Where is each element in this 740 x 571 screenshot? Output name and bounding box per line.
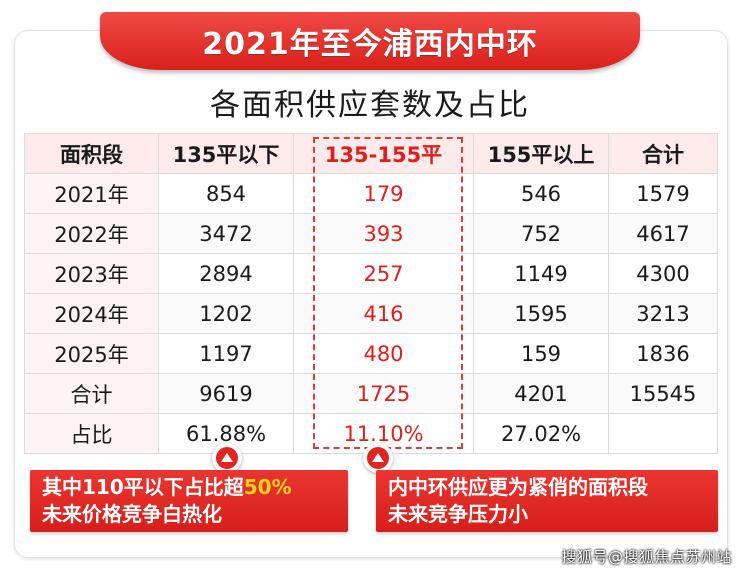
up-arrow-icon [212, 443, 242, 473]
callout-right: 内中环供应更为紧俏的面积段 未来竞争压力小 [376, 470, 718, 532]
callout-left-highlight: 50% [243, 475, 292, 499]
table-cell: 159 [473, 333, 609, 374]
table-cell-highlight: 393 [293, 213, 474, 254]
page-subtitle: 各面积供应套数及占比 [210, 88, 530, 123]
table-cell: 1579 [608, 173, 718, 214]
table-cell-highlight: 480 [293, 333, 474, 374]
table-cell: 1197 [158, 333, 294, 374]
row-label-cell: 占比 [24, 413, 159, 454]
table-cell: 27.02% [473, 413, 609, 454]
table-cell: 4201 [473, 373, 609, 414]
table-row: 2021年 854 179 546 1579 [24, 173, 718, 214]
callout-right-line2: 未来竞争压力小 [388, 502, 528, 526]
table-row: 2024年 1202 416 1595 3213 [24, 293, 718, 334]
header-cell-highlight: 135-155平 [293, 133, 474, 174]
table-cell-highlight: 179 [293, 173, 474, 214]
header-cell: 155平以上 [473, 133, 609, 174]
table-cell: 1149 [473, 253, 609, 294]
table-cell: 752 [473, 213, 609, 254]
table-cell: 4300 [608, 253, 718, 294]
callout-left-text: 其中110平以下占比超 [42, 475, 244, 499]
callout-right-line1: 内中环供应更为紧俏的面积段 [388, 475, 648, 499]
table-cell: 15545 [608, 373, 718, 414]
row-label-cell: 2024年 [24, 293, 159, 334]
table-cell-highlight: 1725 [293, 373, 474, 414]
banner-title: 2021年至今浦西内中环 [202, 27, 538, 62]
table-row: 2023年 2894 257 1149 4300 [24, 253, 718, 294]
header-cell: 135平以下 [158, 133, 294, 174]
table-cell: 1202 [158, 293, 294, 334]
table-header-row: 面积段 135平以下 135-155平 155平以上 合计 [24, 133, 718, 174]
table-row: 2022年 3472 393 752 4617 [24, 213, 718, 254]
table-cell: 1595 [473, 293, 609, 334]
watermark: 搜狐号@搜狐焦点苏州站 [561, 548, 732, 566]
row-label-cell: 2023年 [24, 253, 159, 294]
table-cell: 1836 [608, 333, 718, 374]
row-label-cell: 2022年 [24, 213, 159, 254]
table-row: 合计 9619 1725 4201 15545 [24, 373, 718, 414]
row-label-cell: 2021年 [24, 173, 159, 214]
table-cell-highlight: 257 [293, 253, 474, 294]
row-label-cell: 合计 [24, 373, 159, 414]
header-cell: 合计 [608, 133, 718, 174]
table-cell-highlight: 416 [293, 293, 474, 334]
table-cell: 854 [158, 173, 294, 214]
table-cell: 2894 [158, 253, 294, 294]
table-cell: 9619 [158, 373, 294, 414]
callout-left: 其中110平以下占比超50% 未来价格竞争白热化 [30, 470, 348, 532]
callout-left-line2: 未来价格竞争白热化 [42, 502, 222, 526]
table-row: 占比 61.88% 11.10% 27.02% [24, 413, 718, 454]
table-cell: 3213 [608, 293, 718, 334]
title-banner: 2021年至今浦西内中环 [100, 12, 640, 70]
supply-table: 面积段 135平以下 135-155平 155平以上 合计 2021年 854 17… [24, 133, 718, 454]
header-cell: 面积段 [24, 133, 159, 174]
table-cell: 4617 [608, 213, 718, 254]
table-row: 2025年 1197 480 159 1836 [24, 333, 718, 374]
row-label-cell: 2025年 [24, 333, 159, 374]
callout-left-line1: 其中110平以下占比超50% [42, 474, 336, 501]
table-cell [608, 413, 718, 454]
up-arrow-icon [363, 443, 393, 473]
table-cell: 546 [473, 173, 609, 214]
table-cell: 3472 [158, 213, 294, 254]
